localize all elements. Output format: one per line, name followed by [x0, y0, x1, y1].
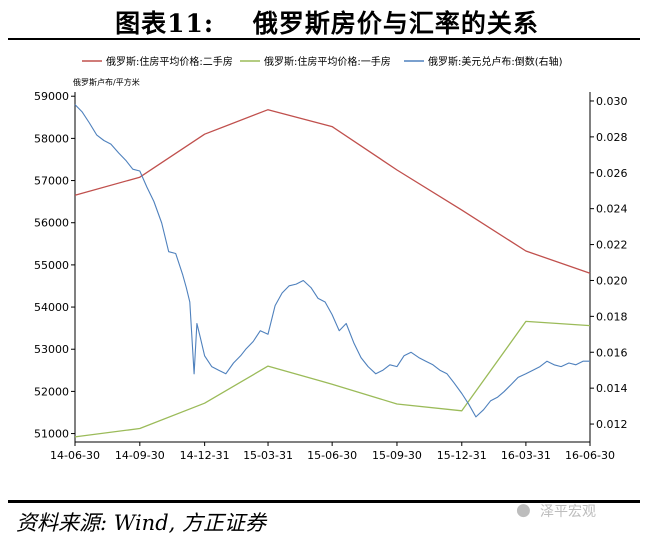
y-tick-label: 51000: [34, 428, 69, 441]
x-tick-label: 15-06-30: [307, 449, 357, 462]
y2-tick-label: 0.018: [596, 310, 628, 323]
x-tick-label: 15-09-30: [372, 449, 422, 462]
series-line-2: [74, 320, 591, 438]
y-axis-label: 俄罗斯卢布/平方米: [73, 77, 140, 87]
series-line-1: [74, 109, 591, 274]
y-tick-label: 58000: [34, 132, 69, 145]
source-note: 资料来源: Wind, 方正证券: [16, 511, 266, 535]
y-tick-label: 54000: [34, 301, 69, 314]
x-tick-label: 15-03-31: [243, 449, 293, 462]
y-tick-label: 52000: [34, 385, 69, 398]
top-rule: [8, 38, 640, 40]
x-tick-label: 16-03-31: [501, 449, 551, 462]
y2-tick-label: 0.022: [596, 239, 628, 252]
series-line-3: [74, 104, 590, 418]
y-tick-label: 56000: [34, 217, 69, 230]
watermark-text: 泽平宏观: [540, 504, 596, 520]
wechat-icon: ●: [516, 500, 531, 520]
y2-tick-label: 0.014: [596, 382, 628, 395]
y2-tick-label: 0.030: [596, 95, 628, 108]
y2-tick-label: 0.026: [596, 167, 628, 180]
x-tick-label: 14-09-30: [115, 449, 165, 462]
legend-label-2: 俄罗斯:住房平均价格:一手房: [264, 55, 391, 68]
bottom-rule: [8, 500, 640, 503]
legend-label-3: 俄罗斯:美元兑卢布:倒数(右轴): [428, 55, 563, 68]
y2-tick-label: 0.012: [596, 418, 628, 431]
x-tick-label: 14-06-30: [50, 449, 100, 462]
figure-title: 图表11: 俄罗斯房价与汇率的关系: [115, 9, 539, 38]
y-tick-label: 59000: [34, 90, 69, 103]
y-tick-label: 55000: [34, 259, 69, 272]
y2-tick-label: 0.024: [596, 203, 628, 216]
legend-label-1: 俄罗斯:住房平均价格:二手房: [106, 55, 233, 68]
series-lines: [74, 104, 591, 438]
y-tick-label: 53000: [34, 343, 69, 356]
axes: 51000 52000 53000 54000 55000 56000 57000 58000…: [34, 90, 628, 462]
y-tick-label: 57000: [34, 175, 69, 188]
watermark: ● 泽平宏观: [516, 496, 646, 524]
legend: 俄罗斯:住房平均价格:二手房 俄罗斯:住房平均价格:一手房 俄罗斯:美元兑卢布:倒数…: [82, 55, 563, 68]
y2-tick-label: 0.016: [596, 346, 628, 359]
x-tick-label: 16-06-30: [565, 449, 615, 462]
y2-tick-label: 0.028: [596, 131, 628, 144]
x-tick-label: 14-12-31: [180, 449, 230, 462]
x-tick-label: 15-12-31: [437, 449, 487, 462]
chart: 俄罗斯:住房平均价格:二手房 俄罗斯:住房平均价格:一手房 俄罗斯:美元兑卢布:倒数…: [34, 55, 628, 462]
y2-tick-label: 0.020: [596, 274, 628, 287]
